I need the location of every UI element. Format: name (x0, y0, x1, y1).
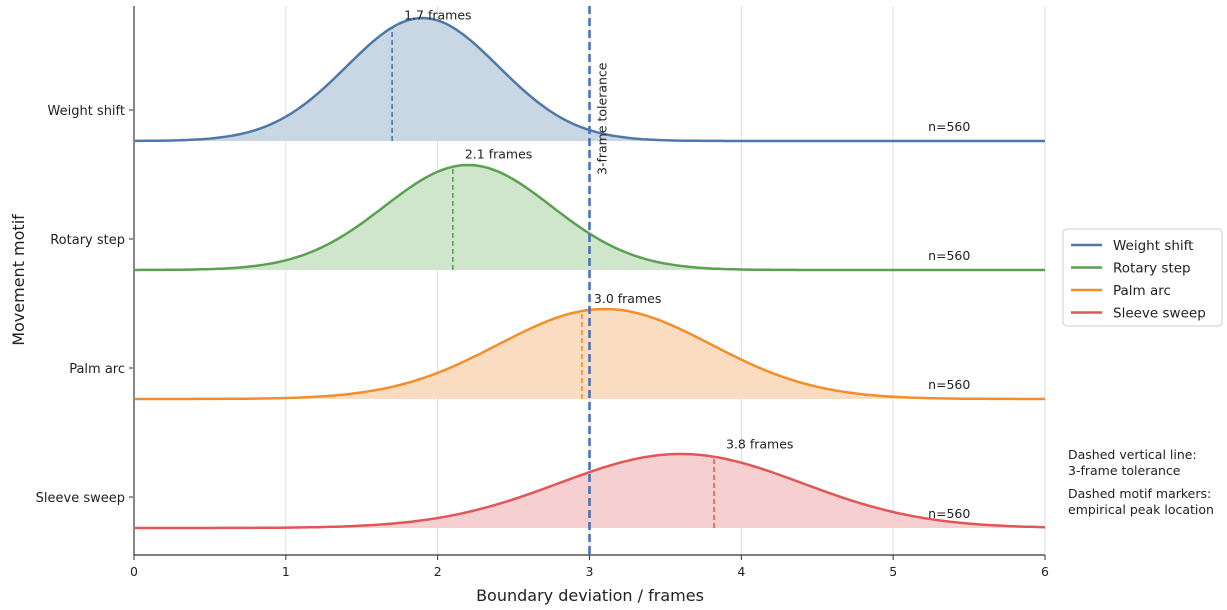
legend-label: Weight shift (1113, 238, 1193, 254)
peak-label: 1.7 frames (404, 7, 471, 22)
x-tick-label: 6 (1041, 564, 1049, 579)
ridge-fill (304, 454, 1045, 528)
n-label: n=560 (928, 377, 970, 392)
axes: 0 1 2 3 4 5 6 (129, 6, 1049, 579)
n-label: n=560 (928, 119, 970, 134)
peak-label: 3.0 frames (594, 291, 661, 306)
note-line: Dashed vertical line: (1068, 447, 1197, 462)
note-line: 3-frame tolerance (1068, 463, 1181, 478)
legend-box (1062, 228, 1223, 327)
legend: Weight shift Rotary step Palm arc Sleeve sw… (1062, 228, 1223, 327)
ridges: 1.7 frames n=560 2.1 frames n=560 3.0 frames… (134, 7, 1046, 530)
x-tick-label: 3 (586, 564, 594, 579)
y-axis-label: Movement motif (9, 214, 28, 346)
legend-label: Rotary step (1113, 261, 1191, 277)
x-axis-label: Boundary deviation / frames (476, 586, 704, 605)
y-tick-labels: Weight shift Rotary step Palm arc Sleeve sw… (36, 104, 125, 506)
y-tick-label: Sleeve sweep (36, 491, 125, 506)
ridge-line (134, 452, 1046, 530)
legend-label: Palm arc (1113, 283, 1171, 299)
x-tick-label: 5 (889, 564, 897, 579)
note-line: empirical peak location (1068, 502, 1214, 517)
n-label: n=560 (928, 248, 970, 263)
annotation-notes: Dashed vertical line:3-frame tolerance Da… (1068, 447, 1214, 517)
ridge-fill (270, 309, 939, 399)
tolerance-group: 3-frame tolerance (588, 6, 610, 555)
peak-label: 2.1 frames (465, 147, 532, 162)
ridge-fill (202, 165, 734, 270)
y-tick-label: Palm arc (69, 362, 125, 377)
ridge-line (134, 163, 1045, 272)
y-tick-label: Weight shift (48, 104, 126, 119)
peak-label: 3.8 frames (726, 437, 793, 452)
n-label: n=560 (928, 506, 970, 521)
y-tick-label: Rotary step (50, 233, 125, 248)
x-tick-label: 0 (130, 564, 138, 579)
x-tick-label: 4 (737, 564, 745, 579)
x-tick-label: 1 (282, 564, 290, 579)
note-line: Dashed motif markers: (1068, 486, 1211, 501)
x-tick-label: 2 (434, 564, 442, 579)
ridge-fill (175, 18, 670, 141)
legend-label: Sleeve sweep (1113, 306, 1206, 322)
tolerance-label: 3-frame tolerance (595, 62, 610, 175)
